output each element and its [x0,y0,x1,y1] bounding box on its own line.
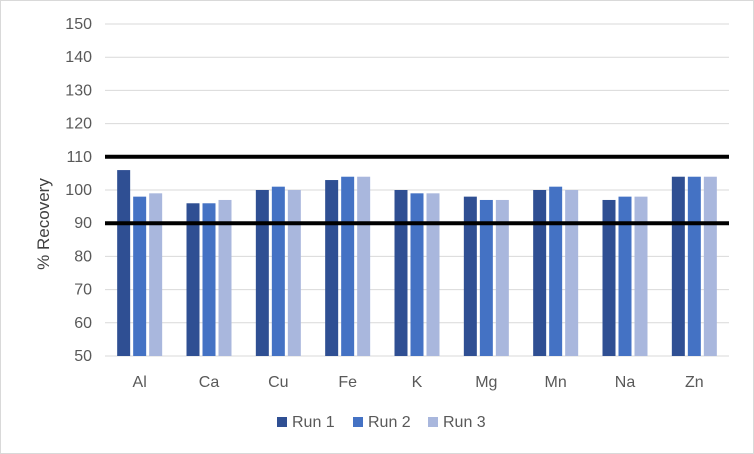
y-tick-label-130: 130 [65,82,92,99]
bars [117,170,717,356]
bar-cu-run-2 [271,186,285,356]
bar-k-run-3 [426,193,440,356]
bar-mg-run-3 [495,199,509,356]
bar-fe-run-1 [325,180,339,356]
legend-swatch-run-3 [428,417,438,427]
legend: Run 1 Run 2 Run 3 [277,414,486,431]
y-tick-label-120: 120 [65,116,92,133]
bar-al-run-2 [133,196,147,356]
legend-label-run-2: Run 2 [368,414,411,431]
x-tick-label-al: Al [133,374,147,391]
legend-label-run-3: Run 3 [443,414,486,431]
bar-al-run-1 [117,170,131,356]
bar-al-run-3 [149,193,163,356]
x-axis-ticks: Al Ca Cu Fe K Mg Mn Na Zn [133,374,704,391]
bar-ca-run-1 [186,203,200,356]
bar-k-run-2 [410,193,424,356]
y-tick-label-150: 150 [65,16,92,33]
y-tick-label-80: 80 [74,248,92,265]
bar-zn-run-1 [671,176,685,356]
legend-swatch-run-1 [277,417,287,427]
y-tick-label-60: 60 [74,315,92,332]
x-tick-label-mn: Mn [545,374,567,391]
bar-k-run-1 [394,190,408,356]
bar-mg-run-1 [463,196,477,356]
reference-lines [105,154,729,226]
bar-zn-run-2 [687,176,701,356]
legend-label-run-1: Run 1 [292,414,335,431]
bar-ca-run-2 [202,203,216,356]
x-tick-label-mg: Mg [475,374,497,391]
bar-mn-run-1 [533,190,547,356]
bar-na-run-2 [618,196,632,356]
bar-mg-run-2 [479,199,493,356]
x-tick-label-k: K [412,374,423,391]
y-axis-ticks: 50 60 70 80 90 100 110 120 130 140 150 [65,16,92,365]
bar-na-run-3 [634,196,648,356]
y-tick-label-140: 140 [65,49,92,66]
bar-cu-run-3 [287,190,301,356]
y-tick-label-100: 100 [65,182,92,199]
y-tick-label-50: 50 [74,348,92,365]
bar-mn-run-3 [565,190,579,356]
y-tick-label-110: 110 [66,149,92,166]
bar-na-run-1 [602,199,616,356]
y-axis-title: % Recovery [34,178,53,270]
bar-fe-run-2 [341,176,355,356]
x-tick-label-ca: Ca [199,374,220,391]
bar-cu-run-1 [255,190,269,356]
x-tick-label-cu: Cu [268,374,288,391]
bar-zn-run-3 [703,176,717,356]
y-tick-label-70: 70 [74,282,92,299]
x-tick-label-zn: Zn [685,374,704,391]
legend-swatch-run-2 [353,417,363,427]
bar-mn-run-2 [549,186,563,356]
x-tick-label-fe: Fe [338,374,357,391]
y-tick-label-90: 90 [74,215,92,232]
bar-fe-run-3 [357,176,371,356]
x-tick-label-na: Na [615,374,636,391]
bar-ca-run-3 [218,199,232,356]
